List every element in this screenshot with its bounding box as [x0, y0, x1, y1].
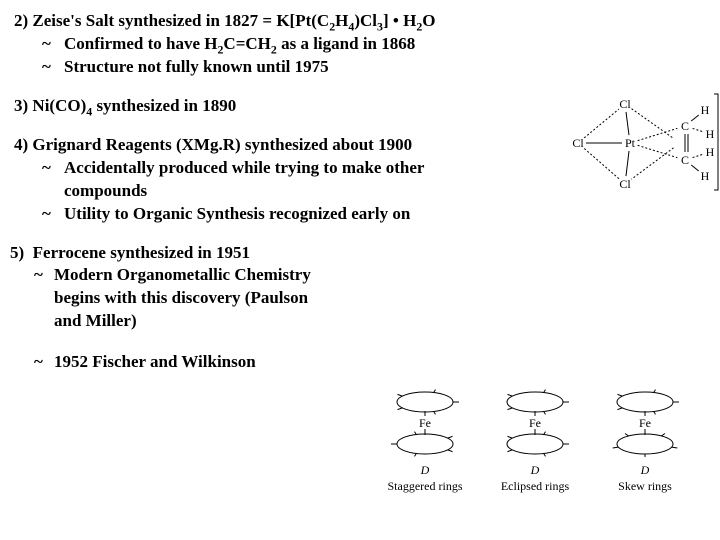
bullet-icon: ~: [34, 264, 54, 333]
svg-text:Fe: Fe: [639, 416, 651, 430]
svg-text:Staggered rings: Staggered rings: [388, 479, 463, 493]
bullet-icon: ~: [42, 203, 64, 226]
svg-text:C: C: [681, 119, 689, 133]
section-zeise: 2) Zeise's Salt synthesized in 1827 = K[…: [14, 10, 706, 79]
heading-nico4: 3) Ni(CO)4 synthesized in 1890: [14, 96, 236, 115]
svg-text:Eclipsed rings: Eclipsed rings: [501, 479, 570, 493]
svg-text:D5: D5: [640, 463, 650, 477]
ferrocene-sub-1: ~ Modern Organometallic Chemistry begins…: [10, 264, 706, 333]
svg-text:Fe: Fe: [419, 416, 431, 430]
bullet-icon: ~: [42, 56, 64, 79]
svg-text:Cl: Cl: [572, 136, 584, 150]
grignard-sub-2: ~ Utility to Organic Synthesis recognize…: [14, 203, 706, 226]
zeise-sub-2: ~ Structure not fully known until 1975: [14, 56, 706, 79]
svg-text:Fe: Fe: [529, 416, 541, 430]
slide-page: 2) Zeise's Salt synthesized in 1827 = K[…: [0, 0, 720, 540]
heading-zeise: 2) Zeise's Salt synthesized in 1827 = K[…: [14, 10, 706, 33]
svg-text:D5d: D5d: [420, 463, 430, 477]
svg-text:H: H: [701, 103, 710, 117]
svg-text:H: H: [706, 127, 715, 141]
svg-text:Cl: Cl: [619, 97, 631, 111]
svg-text:Cl: Cl: [619, 177, 631, 191]
svg-text:D5h: D5h: [530, 463, 540, 477]
ferrocene-sub-2: ~ 1952 Fischer and Wilkinson: [10, 351, 706, 374]
heading-grignard: 4) Grignard Reagents (XMg.R) synthesized…: [14, 134, 454, 157]
figure-zeise-structure: PtClClClCCHHHH: [550, 88, 720, 198]
bullet-icon: ~: [42, 157, 64, 203]
svg-text:Pt: Pt: [625, 136, 636, 150]
svg-text:C: C: [681, 153, 689, 167]
section-ferrocene: 5) Ferrocene synthesized in 1951 ~ Moder…: [10, 242, 706, 375]
svg-text:Skew rings: Skew rings: [618, 479, 672, 493]
zeise-svg: PtClClClCCHHHH: [550, 88, 720, 198]
svg-text:H: H: [706, 145, 715, 159]
zeise-sub-1: ~ Confirmed to have H2C=CH2 as a ligand …: [14, 33, 706, 56]
bullet-icon: ~: [42, 33, 64, 56]
spacer: [10, 333, 706, 351]
svg-text:H: H: [701, 169, 710, 183]
bullet-icon: ~: [34, 351, 54, 374]
figure-ferrocene-panels: Fe D5d Staggered rings Fe D5h Eclipsed rings F…: [370, 380, 700, 510]
ferrocene-svg: Fe D5d Staggered rings Fe D5h Eclipsed rings F…: [370, 380, 700, 510]
heading-ferrocene: 5) Ferrocene synthesized in 1951: [10, 242, 706, 265]
